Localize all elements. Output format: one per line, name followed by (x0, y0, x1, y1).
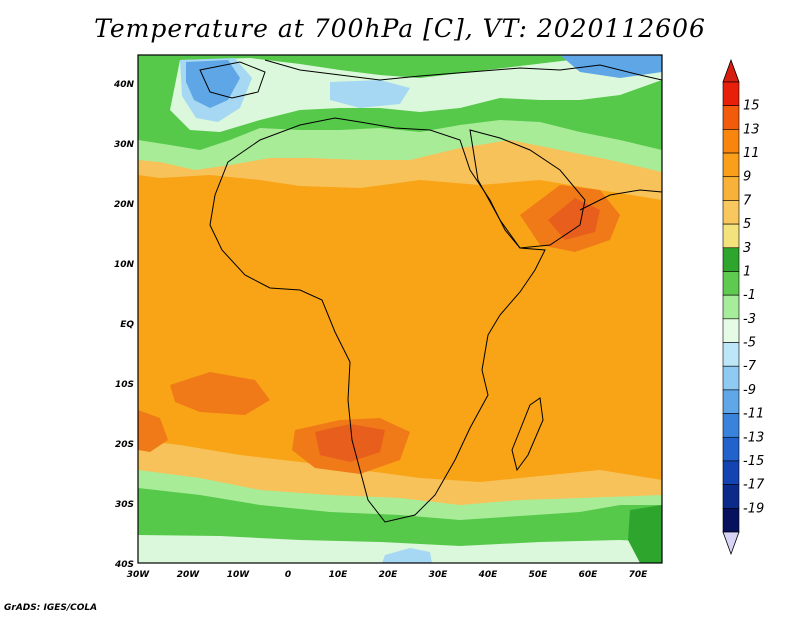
field-light-blue-south (382, 548, 432, 563)
colorbar-label: -15 (743, 454, 764, 469)
colorbar-label: 9 (743, 170, 751, 185)
lat-label: 40S (114, 560, 134, 570)
field-light-blue-med (330, 80, 410, 108)
colorbar-swatch (722, 129, 740, 154)
lon-label: 10W (227, 570, 251, 580)
colorbar-bottom-arrow (722, 531, 740, 556)
lon-label: 10E (329, 570, 349, 580)
colorbar-swatch (722, 200, 740, 225)
lat-label: 10N (114, 260, 135, 270)
colorbar-swatch (722, 105, 740, 130)
lon-label: 30E (429, 570, 449, 580)
colorbar-label: 3 (743, 241, 751, 256)
colorbar-label: -17 (743, 478, 765, 493)
field-hot-arabia (548, 198, 600, 240)
madagascar-coastline (511, 397, 544, 472)
map-title: Temperature at 700hPa [C], VT: 202011260… (94, 14, 706, 43)
colorbar-label: -19 (743, 501, 764, 516)
colorbar-label: -9 (743, 383, 756, 398)
colorbar-swatch (722, 365, 740, 391)
lon-label: 40E (478, 570, 499, 580)
colorbar-swatch (722, 318, 740, 343)
lon-axis-labels: 30W 20W 10W 0 10E 20E 30E 40E 50E 60E 70… (127, 570, 648, 580)
africa-coastline (209, 117, 546, 523)
colorbar-swatch (722, 484, 740, 509)
europe-coastline (264, 59, 662, 81)
colorbar-swatch (722, 508, 740, 533)
colorbar-swatch (722, 271, 740, 296)
colorbar-label: 5 (743, 217, 751, 232)
field-dark-green-south (628, 505, 662, 563)
lon-label: 70E (629, 570, 649, 580)
coastlines (199, 59, 662, 523)
field-blue-east-med (560, 55, 662, 78)
lat-label: 20S (115, 440, 134, 450)
colorbar-label: -1 (743, 288, 756, 303)
plot-frame (137, 54, 663, 564)
colorbar-label: 1 (743, 264, 751, 279)
colorbar-label: 15 (743, 99, 760, 114)
colorbar: 15 13 11 9 7 5 3 1 -1 -3 -5 -7 -9 -11 -13 -15 -17 -19 (722, 58, 765, 556)
colorbar-label: -3 (743, 312, 756, 327)
credit-label: GrADS: IGES/COLA (4, 603, 98, 613)
colorbar-label: 7 (743, 193, 752, 208)
colorbar-swatch (722, 81, 740, 106)
asia-coastline (579, 189, 662, 211)
lon-label: 50E (529, 570, 549, 580)
lon-label: 30W (127, 570, 151, 580)
lat-label: 20N (114, 200, 135, 210)
colorbar-swatch (722, 436, 740, 462)
lon-label: 60E (579, 570, 599, 580)
field-pale-south (138, 535, 662, 563)
field-warm-west-edge (138, 410, 168, 452)
field-hot-southern-africa (315, 424, 385, 462)
field-warm-atlantic (170, 372, 270, 415)
colorbar-swatch (722, 247, 740, 272)
colorbar-top-arrow (722, 58, 740, 83)
colorbar-label: -11 (743, 407, 764, 422)
iberia-coastline (199, 61, 266, 99)
colorbar-label: -5 (743, 336, 756, 351)
colorbar-swatch (722, 176, 740, 201)
colorbar-swatch (722, 389, 740, 414)
colorbar-label: -7 (743, 359, 757, 374)
lat-label: EQ (120, 320, 134, 330)
colorbar-swatch (722, 152, 740, 178)
lat-label: 30N (114, 140, 135, 150)
colorbar-label: 13 (743, 122, 760, 137)
arabia-coastline (469, 129, 586, 249)
lat-label: 40N (113, 80, 135, 90)
colorbar-swatch (722, 460, 740, 485)
lat-label: 30S (115, 500, 134, 510)
colorbar-label: 11 (743, 146, 760, 161)
colorbar-swatch (722, 413, 740, 438)
colorbar-swatch (722, 294, 740, 320)
lon-label: 20W (177, 570, 201, 580)
colorbar-swatch (722, 342, 740, 367)
colorbar-swatch (722, 223, 740, 249)
lon-label: 0 (285, 570, 291, 580)
lat-axis-labels: 40N 30N 20N 10N EQ 10S 20S 30S 40S (113, 80, 135, 570)
lat-label: 10S (115, 380, 134, 390)
field-pale-north (170, 55, 662, 132)
colorbar-label: -13 (743, 430, 764, 445)
temperature-field (138, 55, 662, 563)
lon-label: 20E (379, 570, 399, 580)
